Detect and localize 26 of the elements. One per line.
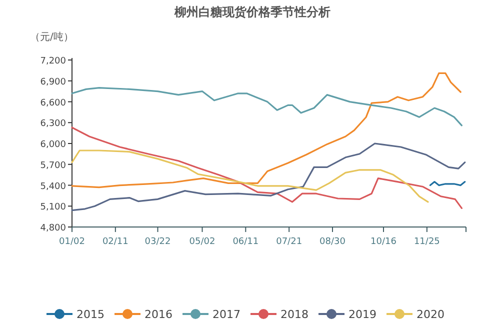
legend-label: 2017 [212, 308, 240, 321]
x-tick-label: 11/25 [414, 237, 440, 247]
x-tick-label: 07/21 [276, 237, 302, 247]
x-tick-label: 03/22 [144, 237, 171, 247]
x-tick-label: 08/30 [320, 237, 346, 247]
legend-label: 2020 [416, 308, 444, 321]
y-tick-label: 4,800 [40, 224, 66, 234]
y-tick-label: 5,700 [40, 160, 66, 171]
y-tick-label: 6,300 [40, 119, 66, 130]
legend-label: 2018 [280, 308, 308, 321]
y-tick-label: 7,200 [40, 56, 66, 66]
y-tick-label: 6,000 [40, 140, 66, 150]
x-tick-label: 01/02 [59, 237, 85, 247]
x-tick-label: 06/11 [232, 237, 259, 247]
legend-label: 2015 [76, 308, 104, 321]
legend-label: 2016 [144, 308, 172, 321]
x-tick-label: 02/11 [102, 237, 128, 247]
y-tick-label: 5,100 [40, 202, 66, 213]
y-tick-label: 5,400 [40, 182, 66, 192]
y-tick-label: 6,600 [40, 98, 66, 108]
legend-label: 2019 [348, 308, 376, 321]
x-tick-label: 10/16 [370, 237, 397, 247]
chart-title: 柳州白糖现货价格季节性分析 [174, 5, 330, 19]
y-axis-title: （元/吨） [30, 31, 74, 43]
x-tick-label: 05/02 [189, 237, 216, 247]
y-tick-label: 6,900 [40, 77, 66, 88]
